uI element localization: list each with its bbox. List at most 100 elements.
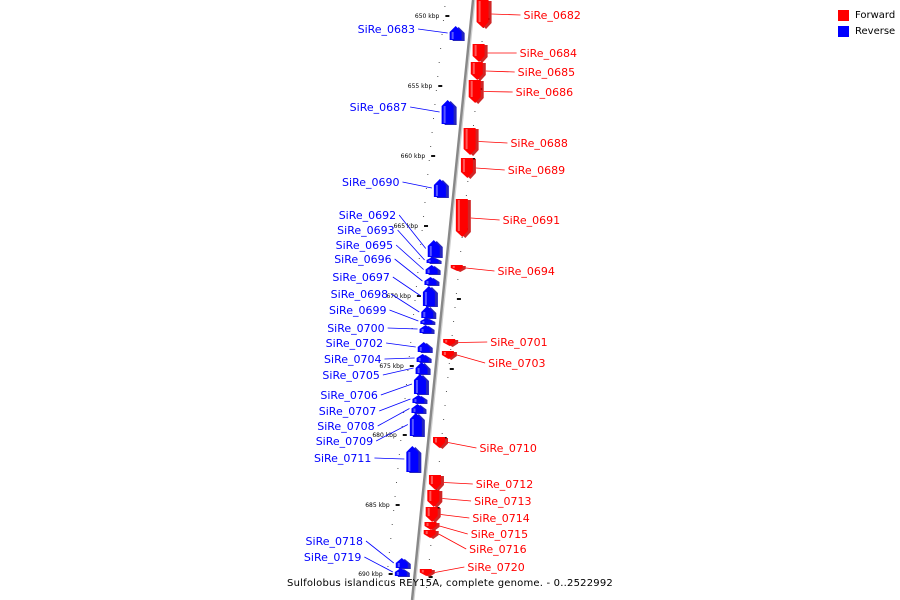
gene-sire-0711[interactable] xyxy=(406,446,422,473)
gene-label[interactable]: SiRe_0683 xyxy=(358,23,415,36)
gene-sire-0688[interactable] xyxy=(463,128,479,156)
gene-label[interactable]: SiRe_0682 xyxy=(523,9,580,22)
gene-label[interactable]: SiRe_0685 xyxy=(518,66,575,79)
gene-sire-0713[interactable] xyxy=(427,490,443,508)
gene-label[interactable]: SiRe_0689 xyxy=(508,164,565,177)
gene-sire-0691[interactable] xyxy=(455,199,471,238)
gene-sire-0701[interactable] xyxy=(443,339,459,347)
minor-tick xyxy=(413,314,415,315)
gene-arrow xyxy=(409,413,422,436)
gene-sire-0715[interactable] xyxy=(424,522,440,531)
gene-sire-0710[interactable] xyxy=(433,437,449,449)
gene-label[interactable]: SiRe_0719 xyxy=(304,551,361,564)
minor-tick xyxy=(438,461,440,462)
gene-label[interactable]: SiRe_0709 xyxy=(316,435,373,448)
gene-label[interactable]: SiRe_0700 xyxy=(327,322,384,335)
gene-label[interactable]: SiRe_0687 xyxy=(350,101,407,114)
gene-sire-0705[interactable] xyxy=(415,362,431,375)
gene-sire-0693[interactable] xyxy=(426,257,442,264)
gene-sire-0716[interactable] xyxy=(423,530,439,539)
gene-label[interactable]: SiRe_0686 xyxy=(516,86,573,99)
gene-label[interactable]: SiRe_0696 xyxy=(334,253,391,266)
tick-label: 665 kbp xyxy=(394,223,419,230)
gene-arrow xyxy=(425,507,438,522)
gene-highlight xyxy=(397,563,400,567)
leader-line xyxy=(364,556,394,573)
leader-line xyxy=(365,540,395,564)
gene-highlight xyxy=(415,380,418,393)
gene-label[interactable]: SiRe_0718 xyxy=(306,535,363,548)
gene-sire-0703[interactable] xyxy=(441,351,457,360)
gene-highlight xyxy=(425,531,428,534)
leader-line xyxy=(442,498,472,502)
gene-sire-0707[interactable] xyxy=(412,395,428,404)
gene-sire-0694[interactable] xyxy=(450,265,466,272)
gene-sire-0685[interactable] xyxy=(470,62,486,81)
gene-label[interactable]: SiRe_0695 xyxy=(336,239,393,252)
gene-label[interactable]: SiRe_0710 xyxy=(479,442,536,455)
gene-sire-0696[interactable] xyxy=(424,277,440,286)
gene-label[interactable]: SiRe_0703 xyxy=(488,357,545,370)
gene-sire-0695[interactable] xyxy=(425,265,441,275)
gene-arrow xyxy=(419,569,432,576)
gene-label[interactable]: SiRe_0714 xyxy=(472,512,529,525)
gene-label[interactable]: SiRe_0693 xyxy=(337,224,394,237)
gene-sire-0689[interactable] xyxy=(460,158,476,179)
minor-tick xyxy=(450,349,452,350)
gene-sire-0704[interactable] xyxy=(416,354,432,363)
gene-label[interactable]: SiRe_0720 xyxy=(467,561,524,574)
gene-sire-0700[interactable] xyxy=(419,325,435,334)
gene-label[interactable]: SiRe_0684 xyxy=(520,47,577,60)
gene-label[interactable]: SiRe_0691 xyxy=(503,214,560,227)
gene-label[interactable]: SiRe_0715 xyxy=(471,528,528,541)
gene-sire-0718[interactable] xyxy=(395,558,411,569)
gene-label[interactable]: SiRe_0699 xyxy=(329,304,386,317)
gene-label[interactable]: SiRe_0711 xyxy=(314,452,371,465)
gene-sire-0698[interactable] xyxy=(421,306,437,319)
gene-label[interactable]: SiRe_0694 xyxy=(497,265,554,278)
gene-label[interactable]: SiRe_0716 xyxy=(469,543,526,556)
major-tick xyxy=(449,368,454,370)
gene-label[interactable]: SiRe_0692 xyxy=(339,209,396,222)
gene-label[interactable]: SiRe_0706 xyxy=(320,389,377,402)
legend-forward-label: Forward xyxy=(855,10,896,21)
gene-label[interactable]: SiRe_0697 xyxy=(332,271,389,284)
gene-sire-0708[interactable] xyxy=(411,404,427,414)
gene-sire-0683[interactable] xyxy=(449,26,465,41)
gene-sire-0686[interactable] xyxy=(468,80,484,104)
gene-labels: SiRe_0682 SiRe_0683 SiRe_0684 SiRe_0685 SiRe… xyxy=(304,9,581,574)
leader-line xyxy=(447,442,477,449)
gene-sire-0687[interactable] xyxy=(441,100,457,125)
gene-label[interactable]: SiRe_0701 xyxy=(490,336,547,349)
gene-label[interactable]: SiRe_0712 xyxy=(476,478,533,491)
gene-sire-0699[interactable] xyxy=(420,318,436,325)
gene-arrow xyxy=(427,490,440,507)
gene-sire-0709[interactable] xyxy=(409,413,425,437)
gene-sire-0684[interactable] xyxy=(472,44,488,63)
gene-label[interactable]: SiRe_0704 xyxy=(324,353,381,366)
gene-sire-0706[interactable] xyxy=(413,374,429,395)
gene-sire-0702[interactable] xyxy=(417,342,433,353)
gene-arrow xyxy=(406,446,419,472)
gene-sire-0682[interactable] xyxy=(476,0,492,29)
gene-label[interactable]: SiRe_0690 xyxy=(342,176,399,189)
gene-sire-0697[interactable] xyxy=(422,286,438,307)
minor-tick xyxy=(437,76,439,77)
minor-tick xyxy=(421,230,423,231)
gene-sire-0690[interactable] xyxy=(433,179,449,198)
gene-sire-0712[interactable] xyxy=(428,475,444,491)
gene-label[interactable]: SiRe_0698 xyxy=(331,288,388,301)
gene-label[interactable]: SiRe_0713 xyxy=(474,495,531,508)
gene-label[interactable]: SiRe_0707 xyxy=(319,405,376,418)
gene-arrow xyxy=(411,404,424,413)
gene-label[interactable]: SiRe_0688 xyxy=(510,137,567,150)
gene-sire-0720[interactable] xyxy=(419,569,435,577)
gene-sire-0692[interactable] xyxy=(427,240,443,258)
gene-label[interactable]: SiRe_0705 xyxy=(322,369,379,382)
gene-sire-0719[interactable] xyxy=(394,568,410,577)
minor-tick xyxy=(415,286,417,287)
gene-sire-0714[interactable] xyxy=(425,507,441,523)
gene-label[interactable]: SiRe_0702 xyxy=(326,337,383,350)
gene-label[interactable]: SiRe_0708 xyxy=(317,420,374,433)
